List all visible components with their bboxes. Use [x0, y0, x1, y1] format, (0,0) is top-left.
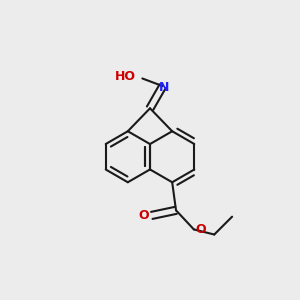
- Text: O: O: [139, 209, 149, 222]
- Text: N: N: [159, 81, 169, 94]
- Text: HO: HO: [115, 70, 136, 83]
- Text: O: O: [195, 223, 206, 236]
